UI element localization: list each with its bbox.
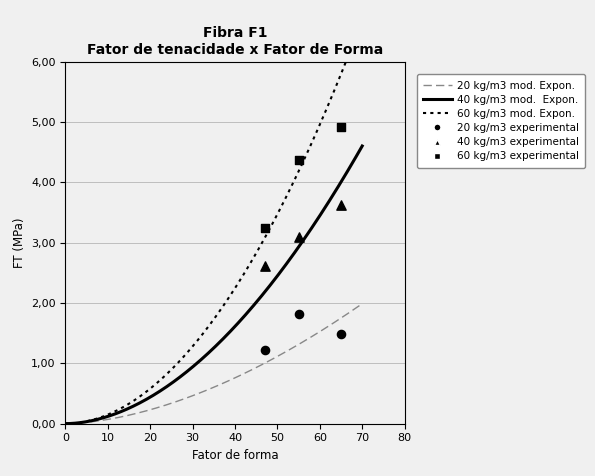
Point: [294, 310, 303, 317]
Legend: 20 kg/m3 mod. Expon., 40 kg/m3 mod.  Expon., 60 kg/m3 mod. Expon., 20 kg/m3 expe: 20 kg/m3 mod. Expon., 40 kg/m3 mod. Expo…: [416, 74, 585, 168]
Y-axis label: FT (MPa): FT (MPa): [12, 218, 26, 268]
Point: [260, 262, 270, 269]
Point: [294, 233, 303, 240]
X-axis label: Fator de forma: Fator de forma: [192, 449, 278, 462]
Point: [260, 224, 270, 231]
Title: Fibra F1
Fator de tenacidade x Fator de Forma: Fibra F1 Fator de tenacidade x Fator de …: [87, 26, 383, 57]
Point: [336, 123, 346, 131]
Point: [336, 331, 346, 338]
Point: [260, 346, 270, 354]
Point: [336, 201, 346, 209]
Point: [294, 156, 303, 163]
